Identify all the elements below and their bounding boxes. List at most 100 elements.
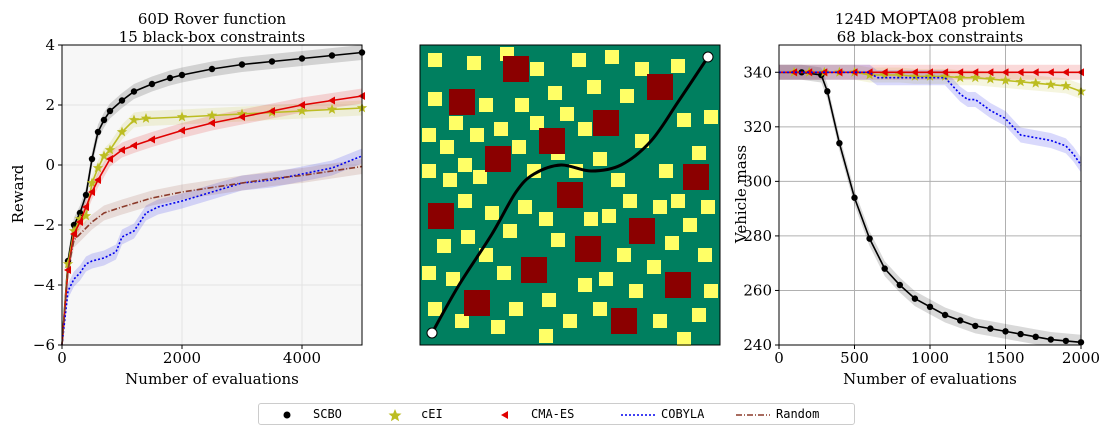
rover-point-cma-es-13 (238, 113, 245, 121)
rover-point-scbo-9 (118, 97, 126, 104)
rover-map-square-9 (587, 80, 601, 94)
legend-marker-scbo (283, 411, 291, 419)
rover-point-cma-es-7 (106, 155, 113, 163)
rover-point-cei-13 (206, 110, 218, 120)
mopta-x-tick-label-2: 1000 (911, 349, 949, 367)
mopta-line-cobyla (779, 71, 1082, 166)
rover-map-square-67 (485, 206, 499, 220)
legend-label-cmaes: CMA-ES (531, 407, 575, 421)
rover-map-square-23 (515, 98, 529, 112)
rover-map-obstacle-9 (521, 257, 547, 283)
rover-map-obstacle-4 (593, 110, 619, 136)
rover-map-obstacle-14 (611, 308, 637, 334)
rover-map-square-54 (698, 248, 712, 262)
mopta-point-scbo-5 (851, 194, 858, 201)
rover-map-square-27 (428, 92, 442, 106)
rover-point-scbo-5 (88, 155, 96, 163)
rover-map-square-59 (623, 194, 637, 208)
rover-map-square-51 (647, 260, 661, 274)
rover-map-square-32 (437, 239, 451, 253)
rover-map-square-47 (578, 278, 592, 292)
rover-map-square-26 (449, 116, 463, 130)
rover-point-cei-8 (104, 144, 116, 155)
rover-point-cma-es-2 (70, 230, 77, 238)
legend-marker-random (736, 414, 770, 416)
rover-point-scbo-15 (238, 61, 246, 68)
rover-map-square-44 (551, 233, 565, 247)
rover-map-square-13 (671, 59, 685, 73)
rover-map-square-58 (602, 209, 616, 223)
mopta-point-cma-es-18 (1046, 68, 1054, 77)
legend-marker-cmaes (501, 411, 508, 419)
rover-map-square-18 (611, 173, 625, 187)
mopta-point-cma-es-7 (880, 68, 888, 77)
mopta-point-cma-es-13 (971, 68, 979, 77)
rover-map-end-point (702, 51, 714, 63)
rover-point-cma-es-6 (94, 176, 101, 184)
rover-map-obstacle-11 (629, 218, 655, 244)
rover-line-cma-es (61, 95, 363, 346)
mopta-point-cei-17 (1030, 77, 1041, 88)
rover-map-square-20 (578, 122, 592, 136)
mopta-point-scbo-6 (866, 235, 873, 242)
rover-map-square-42 (518, 200, 532, 214)
mopta-x-tick-label-4: 2000 (1062, 349, 1099, 367)
rover-point-scbo-13 (178, 71, 186, 79)
mopta-point-scbo-12 (957, 317, 964, 324)
rover-map-square-10 (605, 50, 619, 64)
rover-point-scbo-7 (100, 116, 108, 124)
rover-map-square-35 (428, 302, 442, 316)
rover-point-scbo-14 (208, 65, 216, 73)
mopta-point-scbo-17 (1032, 333, 1039, 341)
mopta-point-scbo-8 (896, 281, 903, 289)
rover-point-cei-3 (74, 213, 86, 224)
rover-chart-title: 60D Rover function 15 black-box constrai… (62, 10, 362, 46)
mopta-point-cma-es-11 (941, 68, 949, 77)
rover-map-square-61 (671, 194, 685, 208)
rover-map-square-14 (677, 113, 691, 127)
rover-y-tick-label-0: −6 (33, 336, 55, 354)
mopta-point-cei-13 (970, 72, 981, 83)
rover-y-tick-label-4: 2 (45, 96, 55, 114)
rover-map-square-19 (593, 152, 607, 166)
rover-point-cei-10 (128, 114, 140, 125)
mopta-point-cei-16 (1015, 76, 1026, 87)
rover-point-cei-11 (140, 113, 152, 123)
legend-item-cmaes: CMA-ES (489, 406, 599, 424)
legend-label-cei: cEI (421, 407, 443, 421)
rover-map-square-56 (653, 314, 667, 328)
rover-map-square-74 (584, 212, 598, 226)
rover-map-obstacle-7 (557, 182, 583, 208)
mopta-point-cma-es-4 (835, 68, 843, 77)
mopta-point-cma-es-1 (790, 68, 798, 77)
rover-map-square-25 (470, 128, 484, 142)
rover-y-tick-label-2: −2 (33, 216, 55, 234)
rover-map-square-7 (548, 86, 562, 100)
rover-map-square-49 (617, 248, 631, 262)
mopta-x-tick-label-1: 500 (840, 349, 869, 367)
mopta-y-tick-label-3: 300 (743, 172, 772, 190)
mopta-band-cobyla (779, 64, 1081, 173)
rover-map-square-55 (692, 308, 706, 322)
mopta-point-scbo-16 (1017, 330, 1024, 338)
rover-map-square-53 (683, 218, 697, 232)
mopta-point-scbo-19 (1062, 337, 1070, 345)
rover-point-cei-4 (80, 210, 92, 221)
mopta-point-cma-es-8 (895, 68, 903, 77)
rover-x-tick-label-0: 0 (57, 349, 67, 367)
rover-title-line2: 15 black-box constraints (118, 28, 306, 46)
mopta-point-cei-19 (1060, 80, 1072, 91)
rover-point-scbo-10 (130, 88, 138, 95)
rover-map-square-68 (461, 230, 475, 244)
mopta-point-cma-es-17 (1031, 68, 1039, 77)
mopta-point-cei-12 (955, 72, 966, 83)
rover-point-cma-es-14 (268, 107, 275, 115)
mopta-point-scbo-7 (881, 265, 888, 272)
rover-map-square-21 (560, 107, 574, 121)
rover-map-square-71 (704, 284, 718, 298)
rover-map-square-57 (593, 302, 607, 316)
rover-y-tick-label-5: 4 (45, 36, 55, 54)
rover-point-cma-es-4 (82, 203, 89, 211)
rover-map-obstacle-13 (665, 272, 691, 298)
mopta-point-cei-10 (924, 70, 936, 81)
